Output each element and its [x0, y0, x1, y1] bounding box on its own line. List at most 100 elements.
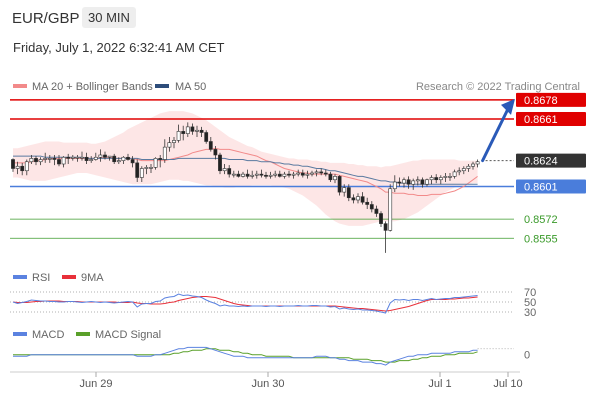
rsi-tick-30: 30 [524, 307, 536, 319]
candle-body [411, 180, 416, 185]
candle-body [282, 173, 287, 177]
candle-body [254, 173, 259, 176]
candle-body [438, 177, 443, 181]
macd-legend-swatch [13, 332, 27, 336]
candle-body [208, 141, 213, 150]
candle-body [351, 197, 356, 201]
rsi-legend-swatch [13, 275, 27, 279]
candle-body [402, 179, 406, 184]
candle-body [360, 196, 365, 203]
candle-body [185, 126, 190, 134]
candle-body [103, 154, 107, 158]
candle-body [448, 176, 452, 178]
candle-body [420, 179, 425, 185]
rsi-legend-label: RSI [32, 272, 50, 284]
candle-body [346, 187, 351, 199]
candle-body [121, 156, 126, 161]
candle-body [425, 179, 429, 185]
rsi-ma-legend-label: 9MA [81, 272, 104, 284]
candle-body [139, 168, 144, 178]
candle-body [356, 196, 360, 201]
candle-body [314, 171, 319, 174]
candle-body [126, 156, 130, 160]
candle-body [241, 173, 245, 177]
candle-body [369, 204, 374, 210]
candle-body [461, 168, 466, 172]
timestamp: Friday, July 1, 2022 6:32:41 AM CET [13, 40, 225, 55]
candle-body [135, 162, 140, 178]
candle-body [130, 159, 135, 164]
candle-body [323, 172, 328, 175]
candle-body [397, 181, 402, 184]
macd-legend: MACD MACD Signal [13, 329, 161, 341]
candle-body [107, 155, 112, 158]
price-tag-0.8678 [516, 92, 586, 107]
candle-body [195, 129, 199, 132]
macd-tick-0: 0 [524, 350, 530, 362]
candle-body [471, 163, 475, 167]
price-label-0.8572: 0.8572 [524, 214, 558, 226]
ma20-legend-label: MA 20 + Bollinger Bands [32, 81, 153, 93]
candle-body [176, 131, 181, 141]
candle-body [277, 173, 282, 177]
candle-body [153, 158, 158, 168]
candle-body [296, 172, 301, 175]
x-axis-layer: Jun 29 Jun 30 Jul 1 Jul 10 [79, 372, 523, 390]
rsi-line [12, 293, 478, 314]
candle-body [70, 156, 75, 159]
candle-body [392, 181, 397, 190]
price-label-0.8555: 0.8555 [524, 233, 558, 245]
bollinger-layer [13, 111, 478, 226]
candle-body [112, 155, 117, 163]
macd-signal-legend-label: MACD Signal [95, 329, 161, 341]
candle-body [29, 158, 34, 163]
candle-body [259, 173, 264, 176]
price-tag-0.8601 [516, 179, 586, 194]
rsi-ma-legend-swatch [62, 275, 76, 279]
candle-body [84, 156, 89, 161]
candle-body [181, 131, 186, 134]
candle-body [75, 156, 80, 159]
candles-layer [11, 122, 480, 253]
candle-body [406, 179, 411, 185]
candle-body [342, 187, 347, 193]
price-legend: MA 20 + Bollinger Bands MA 50 Research ©… [13, 81, 580, 93]
projection-arrowhead [501, 98, 515, 115]
candle-body [158, 158, 163, 160]
credit-label: Research © 2022 Trading Central [416, 81, 580, 93]
candle-body [434, 177, 439, 181]
candle-body [443, 176, 448, 178]
rsi-tick-50: 50 [524, 297, 536, 309]
candle-body [222, 168, 227, 172]
candle-body [149, 167, 153, 169]
candle-body [204, 132, 209, 142]
candle-body [15, 165, 20, 169]
candle-body [144, 167, 149, 169]
macd-layer: 0 [13, 346, 530, 366]
candle-body [287, 173, 291, 176]
candle-body [300, 172, 305, 176]
timeframe-button[interactable]: 30 MIN [82, 7, 136, 28]
projection-arrow [481, 107, 510, 163]
candle-body [268, 174, 273, 177]
candle-body [452, 171, 457, 177]
candle-body [337, 176, 342, 193]
candle-body [245, 173, 250, 177]
candle-body [429, 177, 434, 181]
candle-body [167, 142, 172, 148]
candle-body [383, 223, 388, 231]
candle-body [190, 126, 195, 132]
candle-body [213, 149, 218, 156]
price-label-0.8624: 0.8624 [524, 156, 558, 168]
candle-body [57, 159, 61, 165]
x-tick-label: Jun 29 [79, 378, 112, 390]
candle-body [475, 161, 480, 165]
candle-body [231, 173, 236, 176]
macd-line [13, 346, 478, 366]
candle-body [93, 156, 98, 160]
price-tag-0.8661 [516, 112, 586, 126]
candle-body [236, 173, 241, 177]
candle-body [38, 159, 43, 163]
ma50-legend-swatch [155, 84, 169, 88]
